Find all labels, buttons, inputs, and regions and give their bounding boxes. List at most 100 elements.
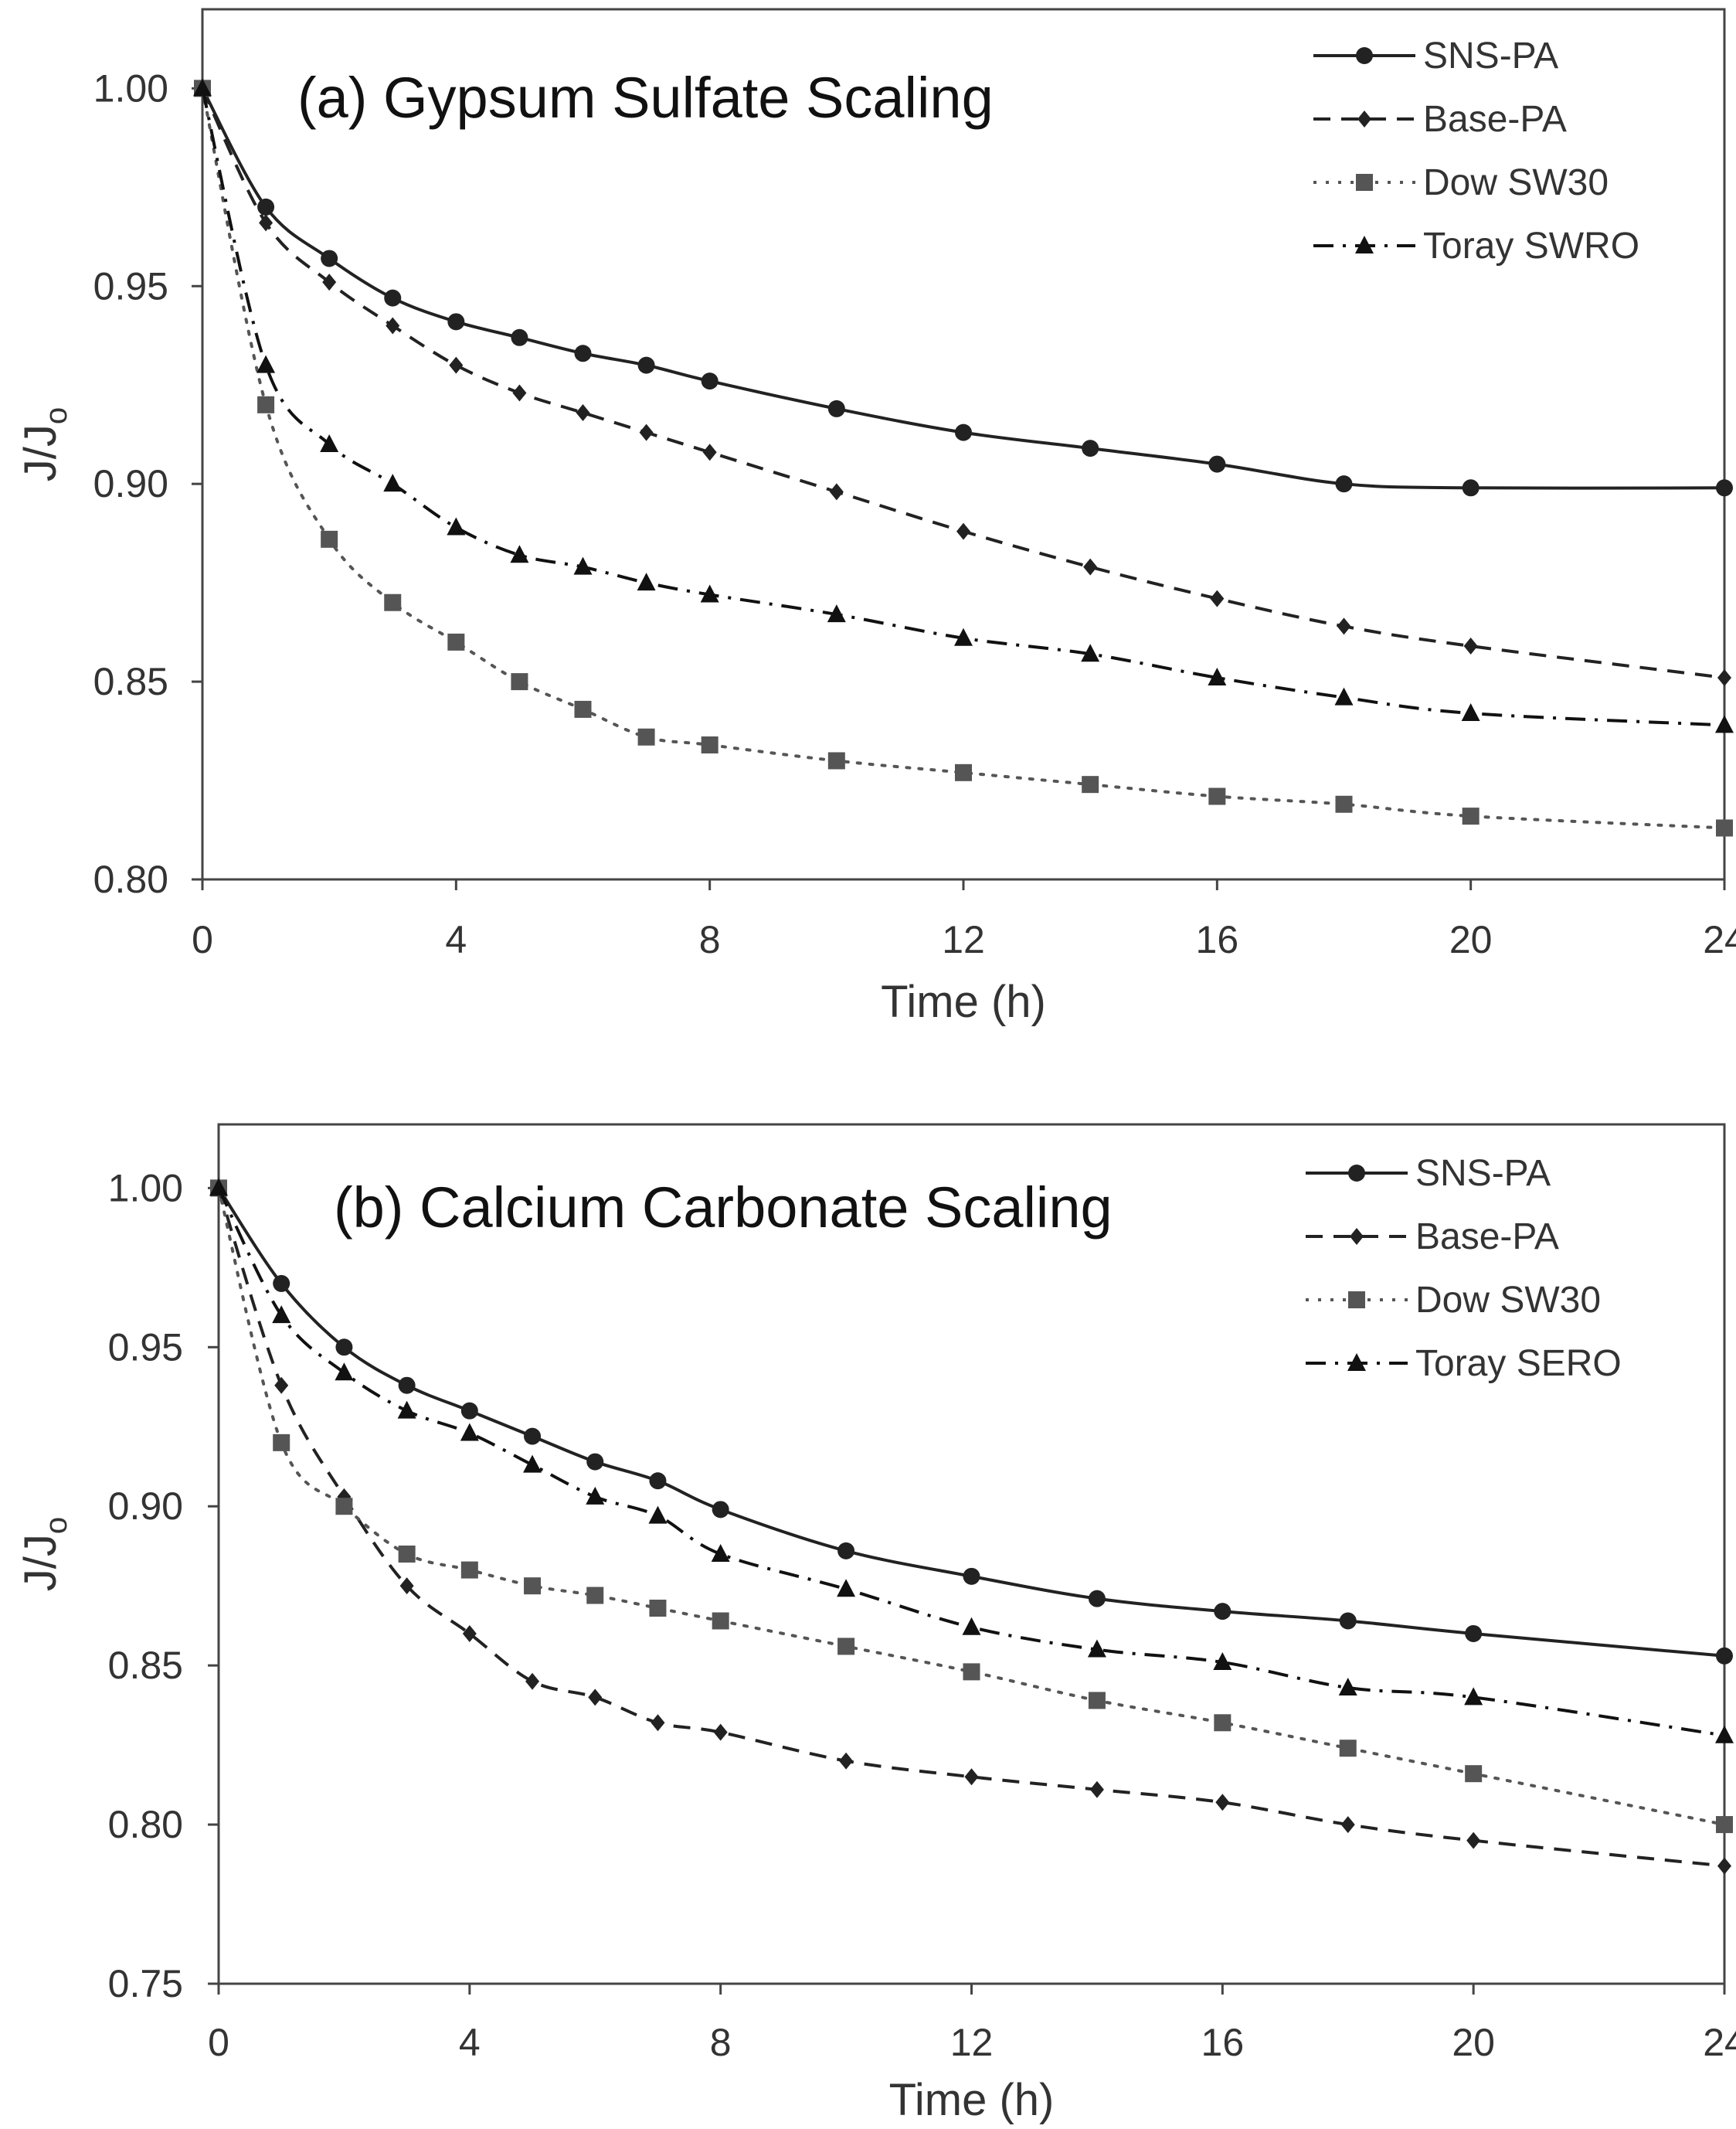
panel-a-point-toray-swro (827, 604, 846, 623)
panel-b-x-tick-label: 12 (950, 2021, 994, 2064)
panel-a-point-toray-swro (1334, 687, 1354, 706)
panel-a-point-dow-sw30 (257, 396, 275, 413)
panel-b-point-dow-sw30 (460, 1561, 478, 1579)
panel-b-point-sns-pa (1716, 1647, 1733, 1665)
panel-a-point-base-pa (512, 384, 527, 402)
panel-b-point-dow-sw30 (712, 1612, 729, 1630)
panel-a-point-toray-swro (1208, 667, 1227, 685)
panel-a-title: (a) Gypsum Sulfate Scaling (297, 66, 994, 130)
panel-b-point-base-pa (839, 1752, 854, 1770)
panel-a-legend-marker-toray-swro (1355, 236, 1374, 253)
panel-b-point-sns-pa (524, 1427, 542, 1445)
panel-b-point-sns-pa (335, 1338, 353, 1356)
panel-a-point-dow-sw30 (447, 633, 465, 651)
panel-a-legend-entry-dow-sw30: Dow SW30 (1313, 162, 1609, 203)
panel-b-y-tick-label: 0.85 (108, 1644, 183, 1687)
panel-a-point-dow-sw30 (1335, 795, 1353, 813)
panel-b-point-toray-sero (586, 1486, 605, 1505)
panel-a-legend-entry-toray-swro: Toray SWRO (1313, 226, 1639, 267)
panel-b-legend-marker-dow-sw30 (1348, 1291, 1365, 1308)
panel-b-point-dow-sw30 (1088, 1692, 1106, 1709)
panel-b-point-base-pa (1089, 1780, 1104, 1798)
panel-a-point-sns-pa (447, 313, 465, 331)
panel-b-point-toray-sero (648, 1505, 668, 1524)
panel-a-point-dow-sw30 (1462, 808, 1480, 825)
panel-a-x-tick-label: 16 (1196, 918, 1239, 961)
panel-b-x-tick-label: 20 (1452, 2021, 1495, 2064)
panel-b-point-sns-pa (963, 1567, 980, 1585)
panel-b-legend-entry-base-pa: Base-PA (1306, 1216, 1559, 1257)
panel-a-x-tick-label: 24 (1703, 918, 1736, 961)
panel-b-point-base-pa (1717, 1857, 1731, 1875)
panel-b-series-base-pa (212, 1179, 1731, 1875)
panel-a-point-base-pa (702, 444, 717, 461)
panel-a-point-sns-pa (955, 423, 972, 441)
panel-b-point-base-pa (1215, 1794, 1230, 1811)
panel-b-point-toray-sero (209, 1178, 228, 1196)
panel-b-point-dow-sw30 (1465, 1765, 1483, 1783)
panel-b-series-dow-sw30 (210, 1179, 1733, 1834)
panel-b-x-tick-label: 16 (1201, 2021, 1245, 2064)
panel-a-x-tick-label: 0 (192, 918, 213, 961)
panel-b-point-sns-pa (1214, 1603, 1232, 1621)
panel-b-point-base-pa (964, 1768, 979, 1786)
panel-a-x-tick-label: 8 (699, 918, 721, 961)
panel-b-point-sns-pa (398, 1376, 416, 1394)
panel-a-point-base-pa (259, 214, 273, 232)
panel-a-y-tick-label: 0.85 (93, 660, 168, 703)
panel-a-point-base-pa (956, 522, 970, 540)
panel-a-point-toray-swro (447, 517, 466, 536)
panel-b-point-toray-sero (1715, 1725, 1734, 1743)
panel-b-legend-marker-sns-pa (1348, 1165, 1365, 1182)
panel-a-point-base-pa (829, 483, 844, 501)
panel-b-point-sns-pa (273, 1274, 290, 1292)
panel-b-legend-entry-dow-sw30: Dow SW30 (1306, 1280, 1601, 1321)
panel-a-x-tick-label: 4 (445, 918, 467, 961)
panel-b-point-base-pa (651, 1714, 665, 1732)
panel-a-point-base-pa (386, 317, 400, 335)
panel-b-legend-label-base-pa: Base-PA (1415, 1216, 1559, 1257)
panel-a-point-sns-pa (1208, 455, 1226, 473)
panel-a-y-tick-label: 0.80 (93, 858, 168, 901)
panel-b-point-dow-sw30 (1339, 1740, 1357, 1757)
panel-b-legend-label-toray-sero: Toray SERO (1415, 1343, 1622, 1384)
panel-b-legend-marker-toray-sero (1347, 1353, 1366, 1371)
panel-b-point-dow-sw30 (649, 1600, 667, 1617)
panel-a-point-sns-pa (257, 198, 275, 216)
panel-a-point-toray-swro (383, 474, 403, 492)
panel-b-point-base-pa (1340, 1816, 1355, 1834)
panel-a-point-base-pa (1463, 638, 1478, 655)
panel-a-legend-label-toray-swro: Toray SWRO (1423, 226, 1639, 267)
panel-a-legend-marker-sns-pa (1356, 47, 1373, 64)
panel-a-series-toray-swro (193, 78, 1734, 733)
panel-b-point-sns-pa (586, 1453, 604, 1471)
panel-a-point-sns-pa (384, 289, 402, 307)
panel-b-point-dow-sw30 (273, 1434, 290, 1451)
panel-b-point-toray-sero (1087, 1639, 1106, 1658)
panel-b-series-sns-pa (210, 1179, 1733, 1665)
panel-b-point-sns-pa (460, 1402, 478, 1420)
panel-a-point-dow-sw30 (321, 530, 338, 548)
panel-b-point-toray-sero (1464, 1687, 1483, 1706)
panel-b-y-tick-label: 0.95 (108, 1325, 183, 1369)
panel-b-point-dow-sw30 (1214, 1714, 1232, 1732)
panel-a-point-base-pa (576, 404, 590, 422)
panel-b-point-sns-pa (1088, 1590, 1106, 1607)
panel-a-y-tick-label: 1.00 (93, 66, 168, 110)
panel-a-point-toray-swro (510, 545, 529, 563)
panel-a-y-axis-label: J/Jo (15, 407, 73, 481)
panel-b-point-dow-sw30 (335, 1498, 353, 1515)
panel-b-point-toray-sero (460, 1423, 479, 1441)
panel-a-point-dow-sw30 (1082, 776, 1099, 794)
panel-a-legend-marker-base-pa (1357, 111, 1371, 128)
panel-a-point-toray-swro (573, 556, 593, 575)
panel-b-y-tick-label: 0.75 (108, 1962, 183, 2005)
panel-a-legend-marker-dow-sw30 (1356, 174, 1373, 191)
panel-a-point-base-pa (1210, 590, 1225, 607)
panel-b-point-dow-sw30 (1716, 1816, 1733, 1834)
panel-a-point-sns-pa (321, 250, 338, 267)
panel-a-series-sns-pa (194, 80, 1733, 497)
panel-b-point-sns-pa (1465, 1624, 1483, 1642)
panel-b-line-sns-pa (217, 1187, 1725, 1658)
